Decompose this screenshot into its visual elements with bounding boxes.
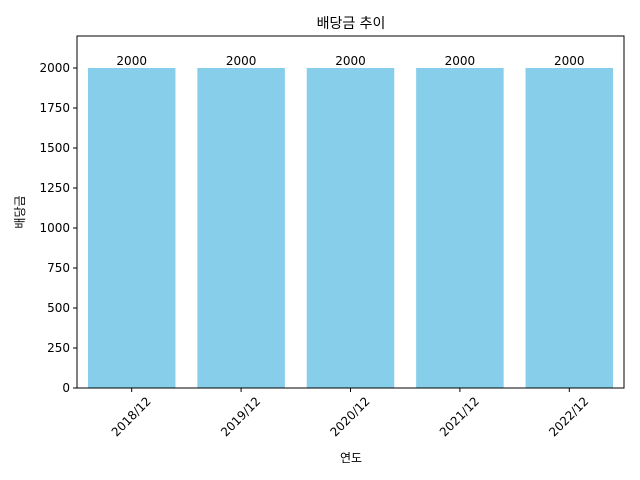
x-axis-label: 연도 — [340, 451, 362, 465]
x-tick-label: 2019/12 — [218, 394, 263, 439]
bar — [306, 68, 395, 388]
y-tick-label: 1750 — [39, 101, 70, 115]
y-tick-label: 500 — [47, 301, 70, 315]
y-tick-label: 250 — [47, 341, 70, 355]
bar — [197, 68, 285, 388]
y-tick-label: 2000 — [39, 61, 70, 75]
bar-value-label: 2000 — [226, 54, 257, 68]
chart-title: 배당금 추이 — [317, 16, 386, 32]
bar-value-label: 2000 — [445, 54, 476, 68]
y-tick-label: 1500 — [39, 141, 70, 155]
plot-frame — [76, 35, 625, 389]
bar-value-label: 2000 — [335, 54, 366, 68]
bar-value-label: 2000 — [116, 54, 147, 68]
x-tick-label: 2018/12 — [109, 394, 154, 439]
y-tick-label: 0 — [62, 381, 70, 395]
y-tick-label: 1000 — [39, 221, 70, 235]
bar — [87, 68, 176, 388]
x-tick-label: 2022/12 — [546, 394, 591, 439]
bar-value-label: 2000 — [554, 54, 585, 68]
x-tick-label: 2020/12 — [327, 394, 372, 439]
x-tick-label: 2021/12 — [437, 394, 482, 439]
y-tick-label: 1250 — [39, 181, 70, 195]
y-axis-label: 배당금 — [13, 195, 27, 228]
bar — [525, 68, 614, 388]
y-tick-label: 750 — [47, 261, 70, 275]
bar — [416, 68, 504, 388]
plot-area: 0 250 500 750 1000 1250 1500 1750 2000 2000 2018/1… — [39, 54, 614, 439]
